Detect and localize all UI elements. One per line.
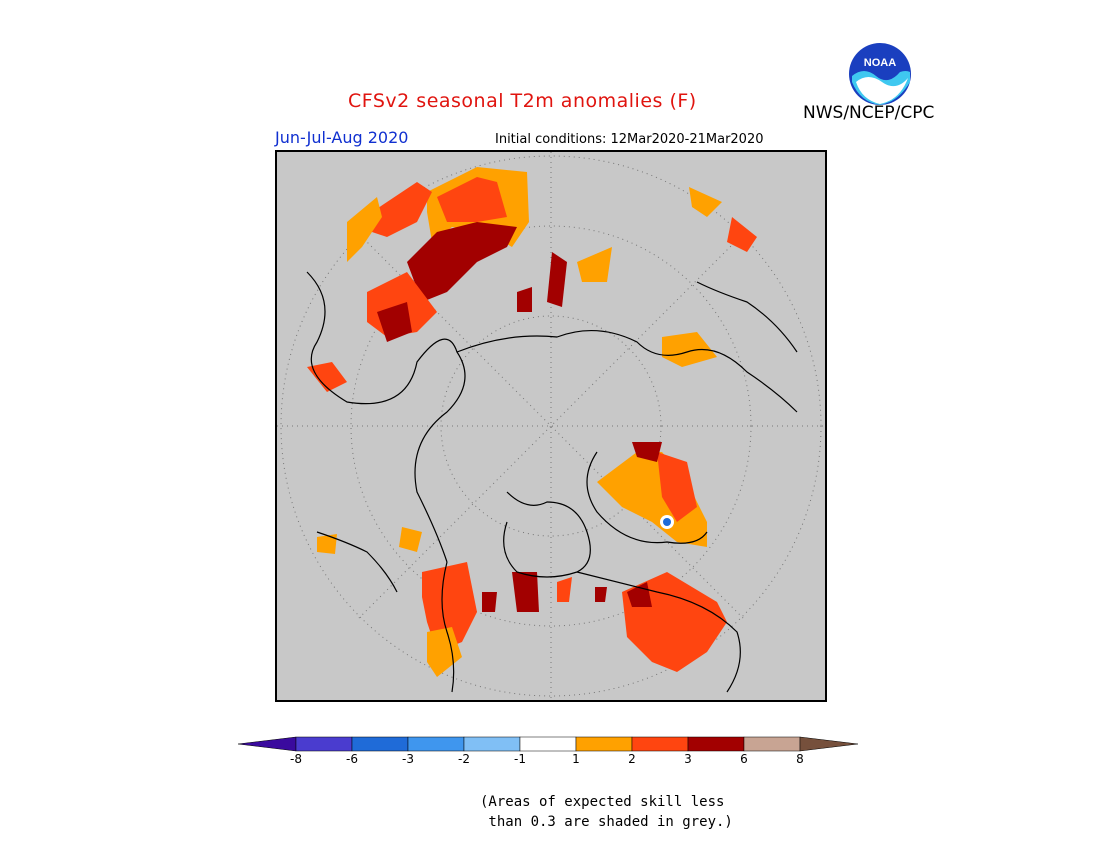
polar-map-canvas: [277, 152, 825, 700]
colorbar-tick-label: -3: [402, 752, 414, 766]
anomaly-greenland: [597, 442, 707, 547]
colorbar-segment: [519, 736, 577, 752]
colorbar-arrow-right: [799, 736, 859, 752]
coastlines: [306, 271, 798, 693]
colorbar-graphic: [237, 736, 859, 752]
anomaly-europe: [317, 527, 477, 677]
colorbar-segment: [575, 736, 633, 752]
colorbar-segment: [687, 736, 745, 752]
colorbar: [237, 734, 862, 758]
colorbar-segment: [463, 736, 521, 752]
colorbar-tick-label: -1: [514, 752, 526, 766]
skill-note-line-2: than 0.3 are shaded in grey.): [480, 814, 733, 830]
colorbar-tick-label: 2: [628, 752, 636, 766]
anomaly-alaska: [662, 187, 757, 367]
colorbar-segment: [295, 736, 353, 752]
latitude-circle-outer: [280, 155, 822, 697]
colorbar-arrow-left: [237, 736, 297, 752]
noaa-logo: NOAA: [848, 42, 912, 106]
skill-note: (Areas of expected skill less than 0.3 a…: [480, 792, 740, 832]
colorbar-segment: [743, 736, 801, 752]
polar-map: [275, 150, 827, 702]
colorbar-tick-label: 1: [572, 752, 580, 766]
anomaly-north-america: [482, 572, 727, 672]
noaa-logo-icon: NOAA: [849, 43, 911, 105]
colorbar-segment: [631, 736, 689, 752]
anomaly-siberia: [307, 167, 612, 392]
colorbar-tick-label: 6: [740, 752, 748, 766]
colorbar-tick-label: -8: [290, 752, 302, 766]
logo-text: NOAA: [864, 57, 896, 69]
colorbar-tick-label: 8: [796, 752, 804, 766]
latitude-circle-75: [440, 315, 662, 537]
latitude-circle-60: [350, 225, 752, 627]
colorbar-tick-label: -2: [458, 752, 470, 766]
season-label: Jun-Jul-Aug 2020: [275, 128, 409, 147]
agency-label: NWS/NCEP/CPC: [803, 103, 935, 123]
skill-note-line-1: (Areas of expected skill less: [480, 794, 725, 810]
colorbar-tick-label: 3: [684, 752, 692, 766]
colorbar-segment: [407, 736, 465, 752]
colorbar-segment: [351, 736, 409, 752]
chart-title: CFSv2 seasonal T2m anomalies (F): [348, 90, 697, 112]
initial-conditions-label: Initial conditions: 12Mar2020-21Mar2020: [495, 132, 764, 147]
colorbar-tick-label: -6: [346, 752, 358, 766]
